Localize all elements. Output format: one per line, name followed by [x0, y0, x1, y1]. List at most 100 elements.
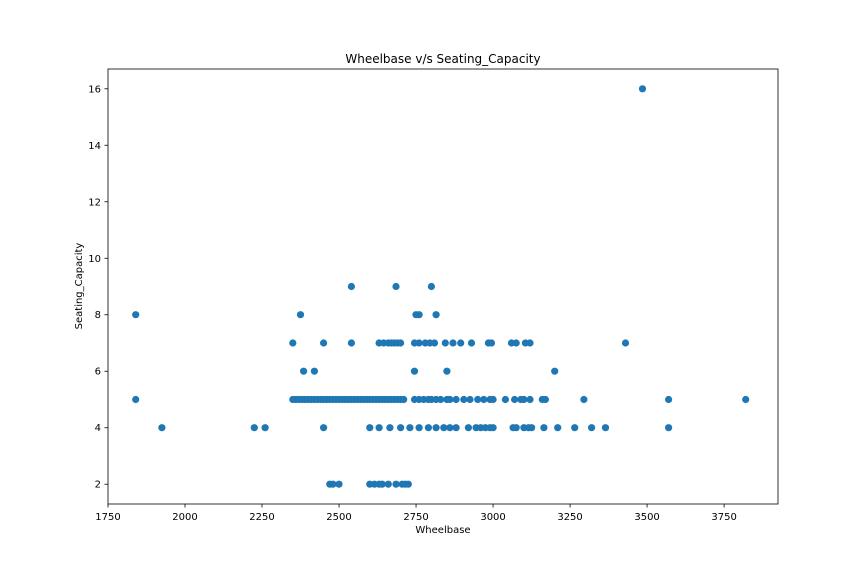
x-tick-label: 1750 [95, 512, 120, 523]
data-point [457, 339, 465, 347]
y-tick-label: 8 [95, 310, 101, 321]
data-point [601, 424, 610, 432]
chart-title: Wheelbase v/s Seating_Capacity [345, 52, 540, 66]
data-point [347, 339, 355, 347]
data-point [366, 424, 374, 432]
y-tick-label: 12 [88, 197, 101, 208]
data-point [329, 480, 337, 488]
data-point [406, 424, 414, 432]
plot-area-frame [107, 68, 779, 505]
data-point [415, 424, 423, 432]
data-point [446, 395, 454, 404]
data-point [526, 339, 534, 347]
data-point [441, 339, 449, 347]
data-point [580, 395, 588, 404]
data-point [424, 424, 432, 432]
data-point [588, 424, 596, 432]
y-axis-label: Seating_Capacity [74, 243, 85, 330]
data-point [489, 395, 497, 404]
data-point [571, 424, 579, 432]
data-point [397, 424, 405, 432]
data-point [289, 339, 297, 347]
data-point [432, 424, 440, 432]
data-point [250, 424, 258, 432]
data-point [520, 395, 528, 404]
y-tick-label: 14 [88, 141, 101, 152]
data-point [528, 424, 536, 432]
data-point [132, 395, 140, 404]
data-point [621, 339, 630, 347]
data-point [432, 311, 440, 319]
data-point [449, 339, 457, 347]
data-point [347, 282, 355, 291]
data-point [375, 424, 383, 432]
data-point [443, 367, 451, 375]
points-layer [132, 85, 750, 488]
data-point [512, 339, 520, 347]
x-tick-label: 3000 [480, 512, 505, 523]
data-point [480, 395, 488, 404]
data-point [261, 424, 269, 432]
data-point [501, 395, 509, 404]
data-point [540, 424, 548, 432]
x-tick-label: 2500 [326, 512, 351, 523]
data-point [392, 282, 400, 291]
x-tick-label: 2750 [403, 512, 428, 523]
data-point [487, 339, 496, 347]
data-point [437, 395, 445, 404]
data-point [384, 480, 392, 488]
data-point [300, 367, 308, 375]
data-point [541, 395, 550, 404]
data-point [446, 424, 454, 432]
data-point [310, 367, 318, 375]
data-point [474, 395, 482, 404]
data-point [665, 424, 673, 432]
x-tick-label: 3500 [634, 512, 659, 523]
data-point [386, 424, 394, 432]
x-axis-label: Wheelbase [415, 525, 470, 536]
data-point [467, 339, 476, 347]
x-tick-label: 3750 [711, 512, 736, 523]
data-point [512, 424, 520, 432]
data-point [158, 424, 166, 432]
data-point [489, 424, 497, 432]
data-point [665, 395, 673, 404]
data-point [466, 395, 474, 404]
data-point [526, 395, 534, 404]
data-point [460, 395, 468, 404]
data-point [392, 480, 400, 488]
data-point [464, 424, 472, 432]
data-point [430, 339, 439, 347]
y-tick-label: 4 [95, 423, 101, 434]
data-point [397, 339, 405, 347]
x-tick-label: 2250 [249, 512, 274, 523]
y-tick-label: 16 [88, 84, 101, 95]
data-point [452, 424, 460, 432]
data-point [452, 395, 460, 404]
data-point [510, 395, 519, 404]
data-point [638, 85, 647, 93]
data-point [440, 424, 448, 432]
data-point [551, 367, 559, 375]
x-tick-label: 3250 [557, 512, 582, 523]
data-point [742, 395, 750, 404]
data-point [415, 311, 423, 319]
y-tick-label: 2 [95, 480, 101, 491]
y-axis-ticks: 2 4 6 8 10 12 14 16 [88, 84, 108, 491]
data-point [410, 367, 419, 375]
data-point [132, 311, 140, 319]
data-point [320, 424, 328, 432]
y-tick-label: 10 [88, 254, 101, 265]
data-point [427, 282, 435, 291]
data-point [415, 339, 423, 347]
data-point [378, 480, 386, 488]
data-point [404, 480, 412, 488]
y-tick-label: 6 [95, 367, 101, 378]
data-point [400, 395, 408, 404]
data-point [335, 480, 343, 488]
data-point [554, 424, 562, 432]
x-axis-ticks: 1750 2000 2250 2500 2750 3000 3250 3500 3750 [95, 504, 737, 523]
data-point [320, 339, 328, 347]
x-tick-label: 2000 [172, 512, 197, 523]
